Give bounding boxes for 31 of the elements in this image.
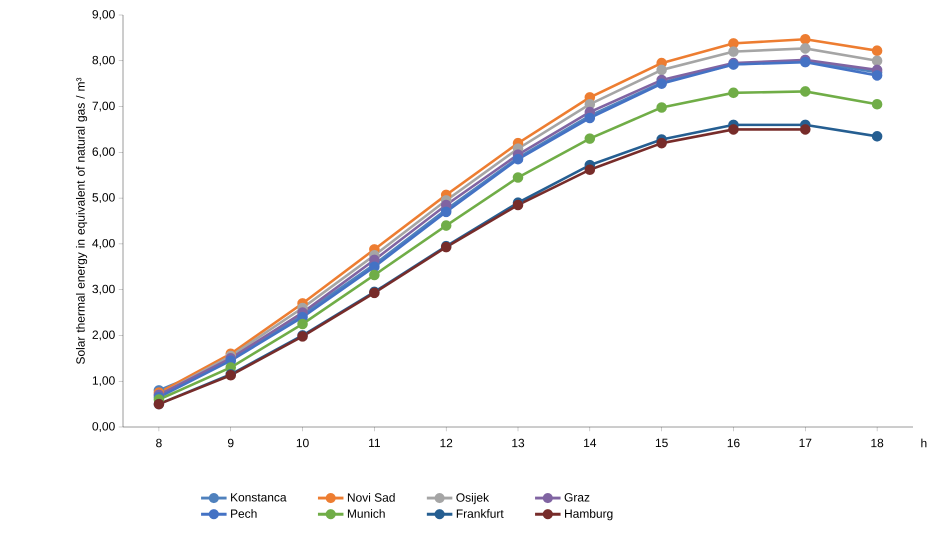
x-tick-label: 15 <box>656 438 668 448</box>
y-tick-label: 3,00 <box>92 284 115 295</box>
y-tick-label: 2,00 <box>92 330 115 340</box>
x-tick-label: 16 <box>728 438 740 448</box>
x-tick-label: 9 <box>228 438 234 448</box>
x-tick-label: 17 <box>800 438 812 447</box>
y-tick-label: 5,00 <box>92 193 115 204</box>
y-tick-label: 9,00 <box>92 10 115 20</box>
y-tick-label: 4,00 <box>92 238 115 249</box>
x-tick-label: 8 <box>156 438 162 448</box>
y-tick-label: 6,00 <box>92 147 115 158</box>
y-tick-label: 0,00 <box>92 422 115 432</box>
legend-label: Hamburg <box>565 509 612 520</box>
legend-label: Osijek <box>456 492 490 504</box>
y-tick-label: 8,00 <box>92 56 115 66</box>
x-tick-label: 18 <box>871 438 884 448</box>
legend-label: Pech <box>231 509 257 518</box>
x-axis-title: h <box>921 438 926 448</box>
x-tick-label: 14 <box>584 438 596 447</box>
x-tick-label: 12 <box>440 438 452 448</box>
legend-label: Novi Sad <box>348 492 395 502</box>
y-tick-label: 1,00 <box>92 376 115 386</box>
legend-label: Munich <box>348 509 385 518</box>
y-tick-label: 7,00 <box>92 102 115 112</box>
legend-label: Graz <box>564 493 590 502</box>
x-tick-label: 10 <box>296 438 309 448</box>
legend-label: Konstanca <box>231 493 287 502</box>
legend-label: Frankfurt <box>456 509 504 518</box>
x-tick-label: 11 <box>369 438 380 447</box>
y-axis-title: Solar thermal energy in equivalent of natural gas / m³ <box>76 78 88 364</box>
x-tick-label: 13 <box>512 438 524 448</box>
